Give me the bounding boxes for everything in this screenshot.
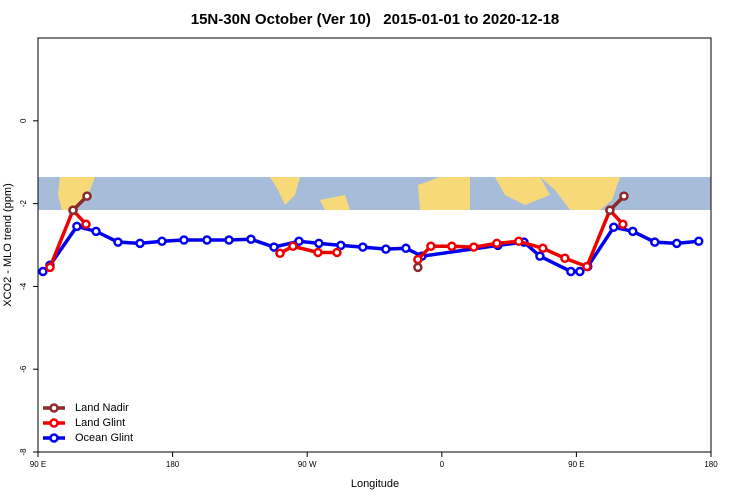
data-point <box>332 247 342 258</box>
data-point <box>609 222 619 232</box>
data-point <box>336 240 346 251</box>
data-point <box>560 253 570 263</box>
data-point <box>566 266 576 277</box>
data-point <box>275 248 285 259</box>
data-point <box>45 262 55 273</box>
data-point <box>68 205 78 215</box>
data-point <box>693 236 704 247</box>
data-point <box>224 235 234 245</box>
data-point <box>672 238 682 249</box>
x-tick-label: 90 E <box>568 460 584 469</box>
data-point <box>413 254 423 265</box>
data-point <box>381 244 391 254</box>
x-tick-label: 180 <box>704 460 718 469</box>
legend-label: Land Glint <box>75 417 125 429</box>
data-point <box>246 234 256 244</box>
x-tick-label: 0 <box>440 460 445 469</box>
data-point <box>313 247 323 258</box>
x-axis-label: Longitude <box>351 478 399 490</box>
data-point <box>447 241 457 251</box>
y-axis-label: XCO2 - MLO trend (ppm) <box>2 183 14 306</box>
data-point <box>82 191 92 201</box>
data-point <box>413 262 423 273</box>
data-point <box>535 251 545 261</box>
x-tick-label: 180 <box>166 460 180 469</box>
x-tick-label: 90 W <box>298 460 317 469</box>
data-point <box>426 241 436 251</box>
data-point <box>401 243 411 254</box>
data-point <box>269 242 279 252</box>
y-tick-label: 0 <box>19 118 28 123</box>
data-point <box>179 235 189 245</box>
legend-label: Land Nadir <box>75 402 129 414</box>
legend-label: Ocean Glint <box>75 432 133 444</box>
data-point <box>202 235 212 245</box>
data-point <box>619 191 629 201</box>
x-tick-label: 90 E <box>30 460 46 469</box>
data-point <box>514 236 524 247</box>
data-point <box>72 221 82 232</box>
data-point <box>288 241 298 251</box>
legend-marker <box>49 433 59 443</box>
data-point <box>38 266 48 277</box>
data-point <box>113 237 123 247</box>
legend-marker <box>49 418 59 428</box>
data-point <box>605 205 615 215</box>
data-point <box>628 226 638 237</box>
data-point <box>469 242 479 252</box>
y-tick-label: -6 <box>19 365 28 373</box>
data-point <box>81 219 91 230</box>
data-point <box>618 219 628 230</box>
data-point <box>135 238 145 249</box>
data-point <box>582 261 592 272</box>
data-point <box>294 236 304 247</box>
y-tick-label: -4 <box>19 282 28 290</box>
data-point <box>358 242 368 252</box>
plot-frame <box>37 37 712 453</box>
legend-marker <box>49 403 59 413</box>
data-point <box>650 237 660 247</box>
y-tick-label: -2 <box>19 199 28 207</box>
data-point <box>157 236 167 247</box>
data-point <box>314 238 324 249</box>
data-point <box>91 226 101 237</box>
chart-title: 15N-30N October (Ver 10) 2015-01-01 to 2… <box>191 11 560 28</box>
data-point <box>538 243 548 254</box>
data-point <box>492 238 502 249</box>
map-strip <box>38 177 711 210</box>
data-point <box>575 266 585 277</box>
y-tick-label: -8 <box>19 448 28 456</box>
